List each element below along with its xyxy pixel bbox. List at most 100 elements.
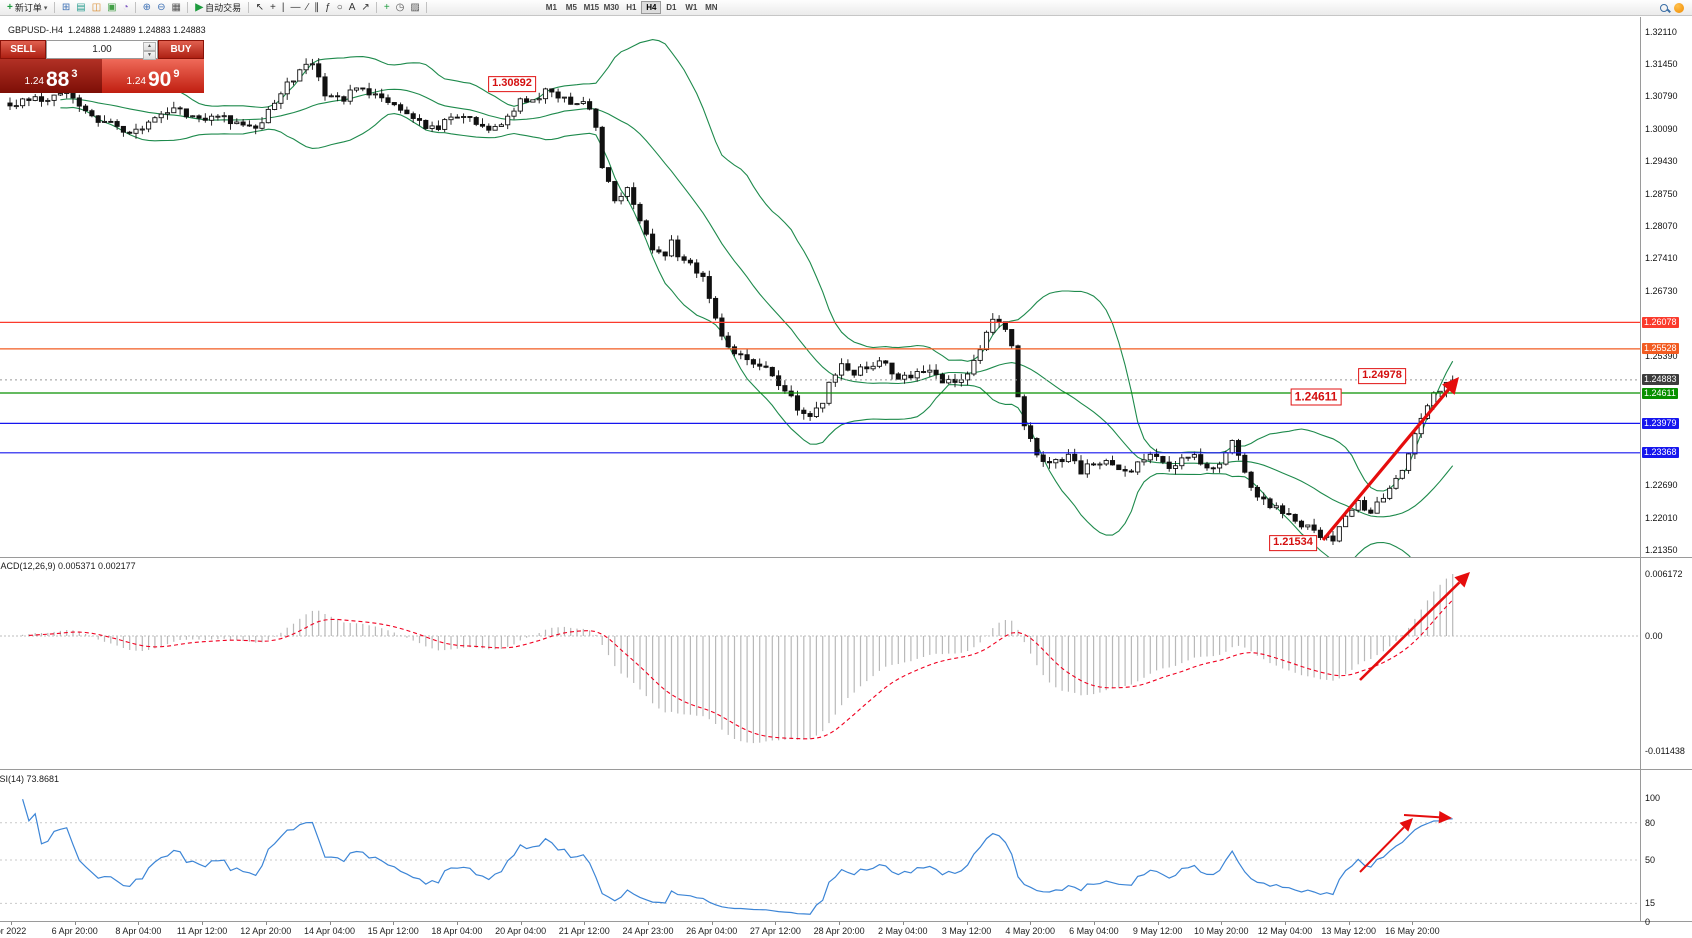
timeframe-MN[interactable]: MN — [705, 3, 718, 12]
macd-panel-canvas[interactable] — [0, 558, 1692, 769]
price-axis-line — [1640, 17, 1641, 922]
arrow-tool-icon[interactable]: ↗ — [361, 1, 370, 13]
time-axis-label: 2 May 04:00 — [878, 926, 928, 936]
time-axis-label: 3 May 12:00 — [941, 926, 992, 936]
cursor-icon[interactable]: ↖ — [255, 1, 265, 13]
timeframe-M15[interactable]: M15 — [583, 3, 600, 12]
time-tick — [1093, 922, 1095, 925]
time-tick — [202, 922, 204, 925]
sell-price-button[interactable]: 1.24 88 3 — [0, 59, 102, 93]
navigator-icon[interactable]: ◫ — [91, 1, 102, 13]
price-label-124978[interactable]: 1.24978 — [1358, 368, 1406, 384]
timeframe-M30[interactable]: M30 — [603, 3, 620, 12]
auto-trading-button[interactable]: ▶ 自动交易 — [195, 2, 242, 13]
crosshair-icon[interactable]: + — [270, 1, 276, 13]
time-tick — [966, 922, 968, 925]
buy-price-button[interactable]: 1.24 90 9 — [102, 59, 204, 93]
timeframe-M1[interactable]: M1 — [545, 3, 557, 12]
time-tick — [1285, 922, 1286, 925]
fibonacci-icon[interactable]: ƒ — [325, 1, 331, 13]
time-tick — [1412, 922, 1414, 925]
timeframe-H4[interactable]: H4 — [641, 1, 662, 14]
price-label-121534[interactable]: 1.21534 — [1269, 535, 1317, 551]
time-axis-label: 12 Apr 20:00 — [240, 926, 292, 936]
time-tick — [902, 922, 904, 925]
time-axis-label: 24 Apr 23:00 — [622, 926, 674, 936]
volume-input[interactable]: 1.00 ▲ ▼ — [46, 40, 158, 60]
time-axis-label: 4 May 20:00 — [1005, 926, 1055, 936]
horizontal-line-icon[interactable]: — — [290, 1, 301, 13]
indicators-icon[interactable]: + — [383, 1, 390, 13]
main-chart-canvas[interactable] — [0, 17, 1692, 557]
time-tick — [775, 922, 777, 925]
buy-price-small: 1.24 — [126, 76, 146, 87]
buy-price-sup: 9 — [173, 68, 180, 80]
new-order-plus-icon: + — [7, 2, 13, 13]
time-axis-label: pr 2022 — [0, 926, 27, 936]
data-window-icon[interactable]: ▤ — [76, 1, 86, 13]
time-tick — [11, 922, 12, 925]
auto-trading-play-icon: ▶ — [195, 2, 204, 13]
zoom-in-icon[interactable]: ⊕ — [142, 1, 152, 13]
text-icon[interactable]: A — [348, 1, 356, 13]
one-click-trading-panel: SELL 1.00 ▲ ▼ BUY 1.24 88 3 1.24 90 9 — [0, 40, 204, 93]
toolbar-separator — [135, 2, 137, 13]
tile-windows-icon[interactable]: ▦ — [171, 1, 181, 13]
shapes-icon[interactable]: ○ — [336, 1, 343, 13]
timeframe-M5[interactable]: M5 — [565, 3, 577, 12]
buy-price-big: 90 — [147, 68, 172, 91]
time-tick — [1157, 922, 1159, 925]
time-axis-label: 6 May 04:00 — [1069, 926, 1119, 936]
time-axis-label: 15 Apr 12:00 — [367, 926, 419, 936]
time-axis-label: 11 Apr 12:00 — [176, 926, 228, 936]
search-icon[interactable] — [1660, 3, 1668, 12]
spin-down-icon[interactable]: ▼ — [143, 51, 156, 60]
new-order-button[interactable]: + 新订单 ▾ — [7, 2, 48, 13]
buy-button[interactable]: BUY — [158, 40, 204, 59]
symbol-period-label: GBPUSD-.H4 — [8, 25, 64, 35]
time-tick — [265, 922, 267, 925]
sell-price-big: 88 — [45, 68, 70, 91]
timeframe-H1[interactable]: H1 — [626, 3, 637, 12]
time-axis-label: 14 Apr 04:00 — [303, 926, 356, 936]
time-axis-label: 12 May 04:00 — [1257, 926, 1313, 936]
time-tick — [74, 922, 76, 925]
volume-value: 1.00 — [92, 44, 112, 55]
price-label-130892[interactable]: 1.30892 — [488, 76, 536, 92]
time-axis-separator — [0, 921, 1692, 922]
spin-up-icon[interactable]: ▲ — [143, 42, 156, 51]
time-axis-label: 16 May 20:00 — [1385, 926, 1440, 936]
templates-icon[interactable]: ▨ — [410, 1, 420, 13]
timeframe-D1[interactable]: D1 — [666, 3, 677, 12]
volume-spinner[interactable]: ▲ ▼ — [143, 42, 156, 60]
market-watch-icon[interactable]: ⊞ — [61, 1, 71, 13]
time-axis-label: 20 Apr 04:00 — [495, 926, 547, 936]
strategy-tester-icon[interactable]: ◔ — [122, 1, 129, 13]
time-tick — [329, 922, 331, 925]
rsi-indicator-label: RSI(14) 73.8681 — [0, 774, 60, 784]
time-tick — [584, 922, 586, 925]
vertical-line-icon[interactable]: | — [281, 1, 285, 13]
macd-panel-separator[interactable] — [0, 557, 1692, 558]
time-axis-label: 26 Apr 04:00 — [686, 926, 738, 936]
alert-badge-icon[interactable] — [1674, 2, 1684, 13]
chart-ohlc-header: GBPUSD-.H4 1.24888 1.24889 1.24883 1.248… — [8, 25, 206, 35]
toolbar-separator — [426, 2, 428, 13]
toolbar: + 新订单 ▾ ⊞ ▤ ◫ ▣ ◔ ⊕ ⊖ ▦ ▶ 自动交易 ↖ + | — ∕ ∥ ƒ ○ A ↗ + ◷ ▨ M1 M5 M15 M3… — [0, 0, 1692, 16]
price-label-124611[interactable]: 1.24611 — [1290, 388, 1342, 406]
timeframe-W1[interactable]: W1 — [685, 3, 698, 12]
zoom-out-icon[interactable]: ⊖ — [157, 1, 166, 13]
rsi-panel-canvas[interactable] — [0, 771, 1692, 922]
sell-button[interactable]: SELL — [0, 40, 46, 59]
periods-icon[interactable]: ◷ — [395, 1, 405, 13]
rsi-panel-separator[interactable] — [0, 769, 1692, 770]
time-axis[interactable]: pr 2022 6 Apr 20:00 8 Apr 04:00 11 Apr 12:0… — [0, 922, 1692, 938]
toolbar-separator — [248, 2, 250, 13]
time-tick — [520, 922, 522, 925]
sell-price-small: 1.24 — [24, 76, 44, 87]
channel-icon[interactable]: ∥ — [314, 1, 320, 13]
terminal-icon[interactable]: ▣ — [107, 1, 117, 13]
time-axis-label: 21 Apr 12:00 — [558, 926, 610, 936]
trendline-icon[interactable]: ∕ — [306, 1, 309, 13]
